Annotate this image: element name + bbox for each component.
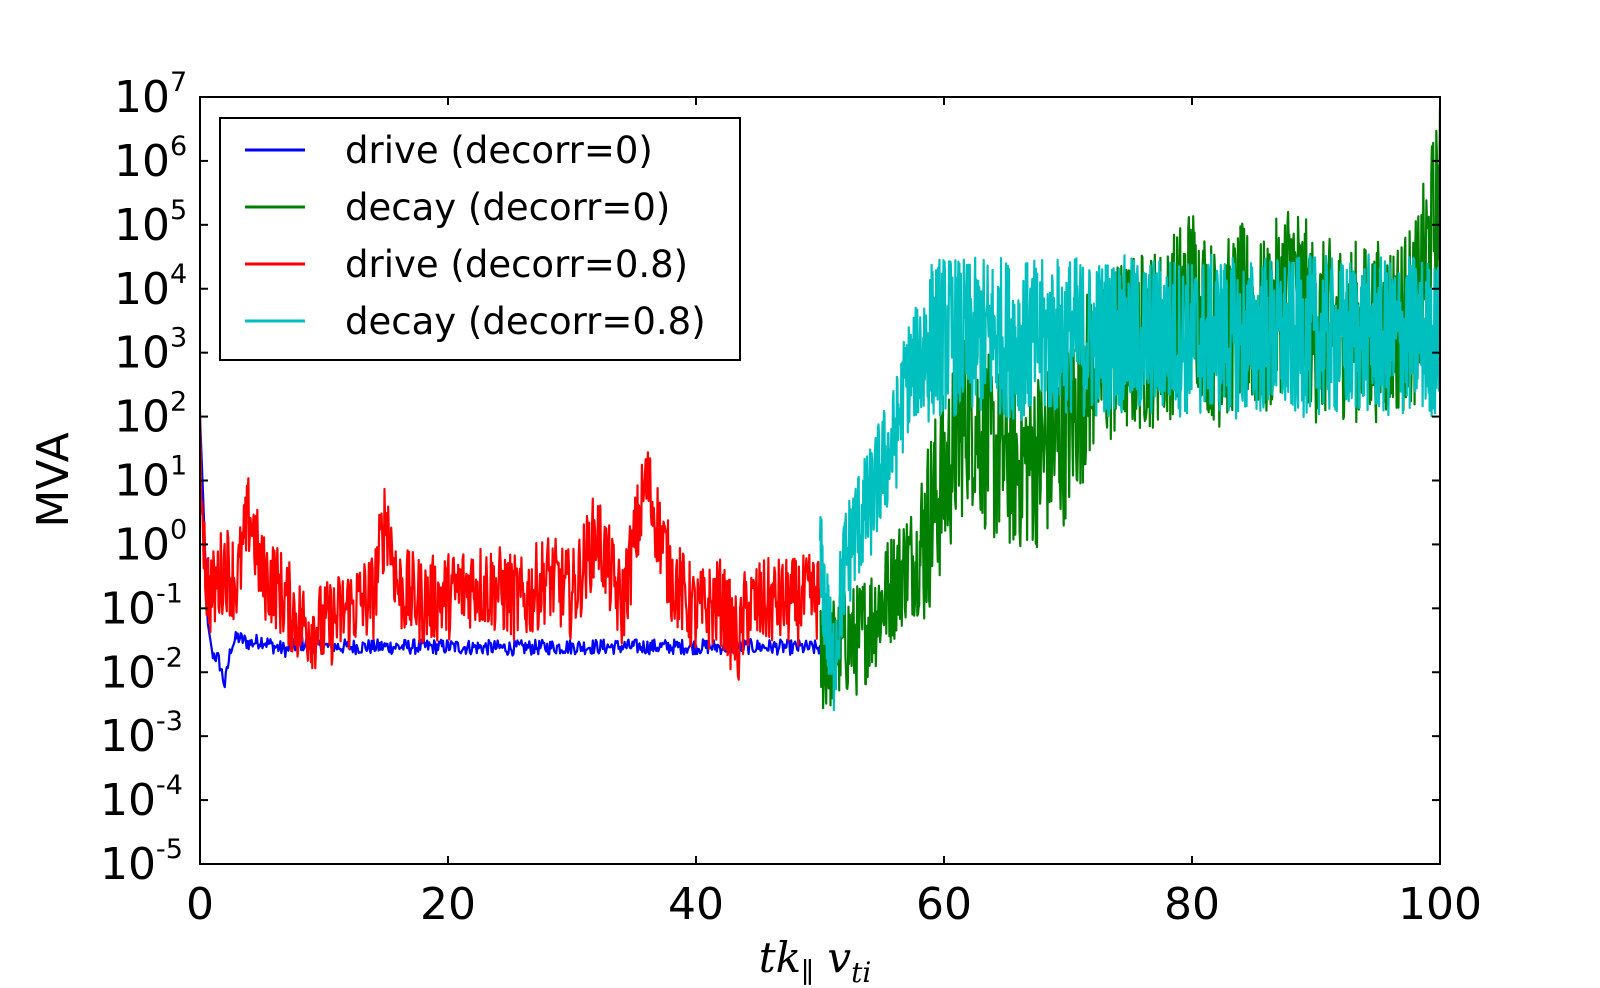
y-tick-label: 10 2 [114, 387, 187, 443]
svg-text:-5: -5 [156, 834, 183, 865]
svg-text:10: 10 [100, 839, 156, 890]
x-tick-label: 20 [420, 879, 476, 930]
svg-text:10: 10 [114, 136, 170, 187]
series-layer [200, 107, 1440, 712]
y-tick-label: 10 -1 [100, 578, 183, 634]
svg-text:10: 10 [114, 456, 170, 507]
x-tick-label: 0 [186, 879, 214, 930]
y-tick-label: 10 5 [114, 195, 187, 251]
legend-entry-label: drive (decorr=0.8) [345, 243, 688, 286]
y-axis-label: MVA [28, 432, 79, 527]
legend-entry-label: decay (decorr=0) [345, 186, 670, 229]
svg-text:2: 2 [170, 387, 187, 418]
svg-text:0: 0 [170, 514, 187, 545]
y-tick-label: 10 -2 [100, 642, 183, 698]
series-line-1 [200, 416, 822, 689]
legend-entry-label: decay (decorr=0.8) [345, 300, 706, 343]
svg-text:5: 5 [170, 195, 187, 226]
svg-text:10: 10 [100, 647, 156, 698]
svg-text:10: 10 [114, 392, 170, 443]
svg-text:10: 10 [100, 711, 156, 762]
svg-text:6: 6 [170, 131, 187, 162]
svg-text:10: 10 [114, 328, 170, 379]
svg-text:3: 3 [170, 323, 187, 354]
svg-text:4: 4 [170, 259, 187, 290]
legend: drive (decorr=0) decay (decorr=0) drive (d… [219, 117, 741, 361]
x-tick-label: 100 [1398, 879, 1482, 930]
svg-text:10: 10 [100, 775, 156, 826]
y-tick-label: 10 0 [114, 514, 187, 570]
svg-text:-1: -1 [156, 578, 183, 609]
svg-text:10: 10 [114, 72, 170, 123]
x-axis-label: tk∥ vti [759, 933, 872, 988]
x-tick-label: 40 [668, 879, 724, 930]
svg-text:-4: -4 [156, 770, 183, 801]
series-line-4 [818, 253, 1440, 712]
x-tick-labels: 0 20 40 60 80 100 [186, 879, 1482, 930]
legend-box [219, 117, 741, 361]
x-tick-label: 60 [916, 879, 972, 930]
y-tick-label: 10 1 [114, 451, 187, 507]
series-line-2 [819, 107, 1440, 710]
y-tick-label: 10 7 [114, 67, 187, 123]
series-line-3 [200, 410, 821, 681]
y-tick-label: 10 3 [114, 323, 187, 379]
svg-text:-2: -2 [156, 642, 183, 673]
svg-text:10: 10 [114, 200, 170, 251]
x-tick-label: 80 [1164, 879, 1220, 930]
y-tick-label: 10 -3 [100, 706, 183, 762]
svg-text:7: 7 [170, 67, 187, 98]
svg-text:tk∥ vti: tk∥ vti [759, 933, 872, 988]
svg-text:10: 10 [100, 583, 156, 634]
svg-text:10: 10 [114, 519, 170, 570]
y-tick-label: 10 -5 [100, 834, 183, 890]
y-tick-label: 10 6 [114, 131, 187, 187]
ticks-layer [199, 96, 1441, 865]
svg-text:1: 1 [170, 451, 187, 482]
svg-text:-3: -3 [156, 706, 183, 737]
svg-text:10: 10 [114, 264, 170, 315]
y-tick-label: 10 4 [114, 259, 187, 315]
legend-entry-label: drive (decorr=0) [345, 129, 653, 172]
y-tick-label: 10 -4 [100, 770, 183, 826]
